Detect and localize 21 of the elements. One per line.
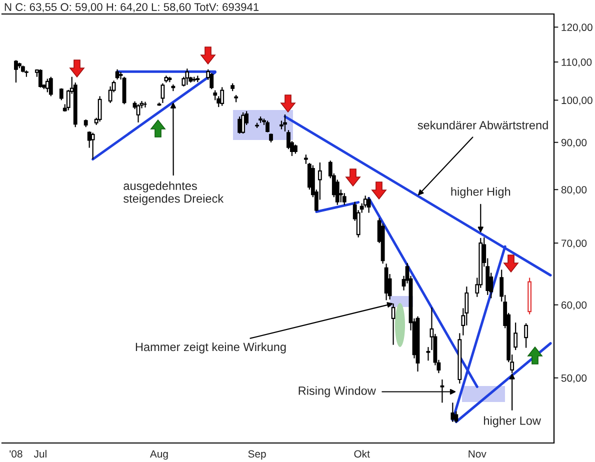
annotation: higher High bbox=[451, 187, 510, 198]
x-tick-label: Sep bbox=[248, 450, 266, 460]
annotation: higher Low bbox=[484, 416, 541, 428]
chart-title: N C: 63,55 O: 59,00 H: 64,20 L: 58,60 TotV: 693941 bbox=[4, 3, 259, 12]
y-tick-label: 50,00 bbox=[561, 374, 587, 383]
annotation: sekundärer Abwärtstrend bbox=[418, 120, 548, 130]
y-tick-label: 70,00 bbox=[561, 240, 587, 248]
annotation: Hammer zeigt keine Wirkung bbox=[136, 342, 286, 354]
y-tick-label: 90,00 bbox=[561, 138, 587, 148]
y-tick-label: 80,00 bbox=[561, 186, 587, 195]
x-tick-label: Aug bbox=[150, 450, 168, 460]
y-tick-label: 100,00 bbox=[562, 96, 592, 106]
y-tick-label: 60,00 bbox=[561, 301, 587, 310]
x-tick-label: '08 bbox=[10, 450, 22, 458]
y-tick-label: 120,00 bbox=[562, 24, 592, 32]
x-tick-label: Okt bbox=[354, 450, 370, 458]
annotation: ausgedehntes steigendes Dreieck bbox=[124, 181, 224, 206]
annotation: Rising Window bbox=[298, 386, 376, 398]
x-tick-label: Jul bbox=[34, 450, 46, 458]
y-tick-label: 110,00 bbox=[562, 58, 592, 68]
x-tick-label: Nov bbox=[468, 450, 486, 458]
